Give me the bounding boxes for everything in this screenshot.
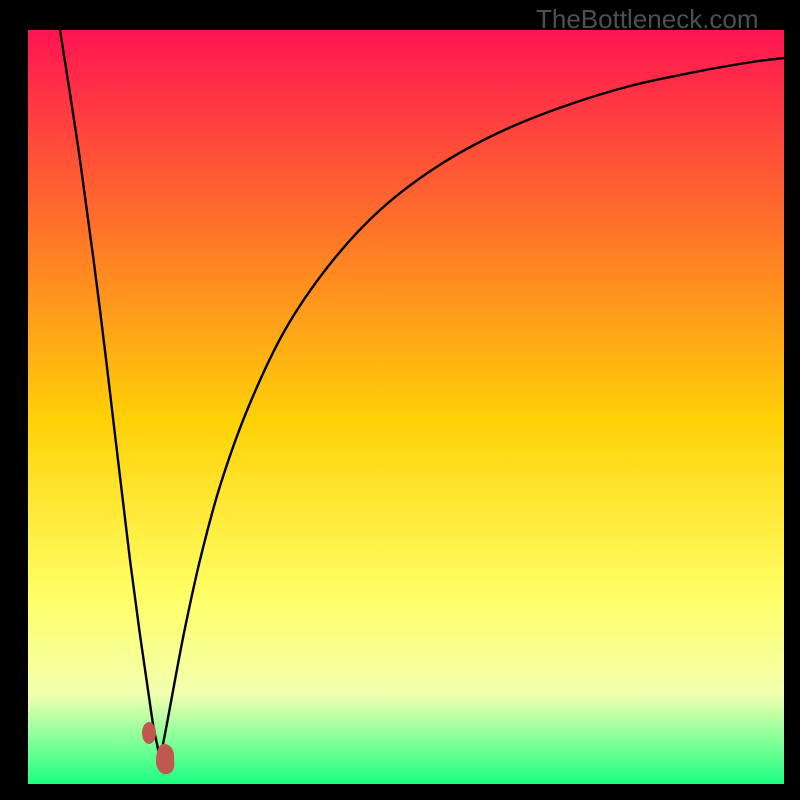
frame-left: [0, 0, 28, 800]
plot-gradient: [28, 30, 784, 784]
watermark-text: TheBottleneck.com: [536, 4, 759, 35]
frame-bottom: [0, 784, 800, 800]
frame-right: [784, 0, 800, 800]
